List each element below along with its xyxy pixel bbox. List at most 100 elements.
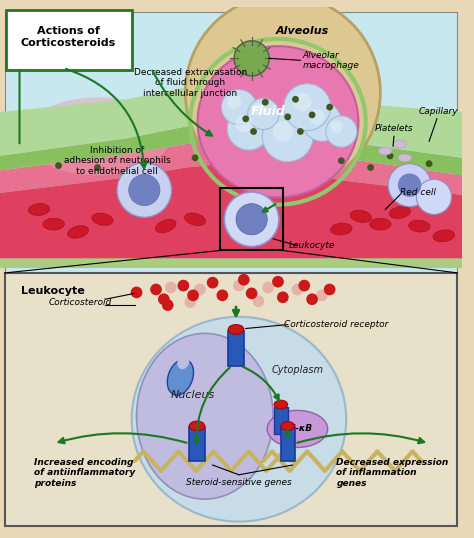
Bar	[220, 188, 283, 251]
Circle shape	[262, 99, 269, 105]
Ellipse shape	[433, 230, 455, 242]
Circle shape	[233, 280, 245, 292]
Circle shape	[207, 277, 219, 288]
Circle shape	[302, 102, 341, 141]
Circle shape	[94, 164, 101, 171]
Text: Platelets: Platelets	[374, 124, 413, 133]
Circle shape	[194, 284, 206, 295]
Circle shape	[221, 89, 256, 125]
Circle shape	[162, 299, 173, 311]
Circle shape	[299, 280, 310, 292]
Ellipse shape	[274, 400, 288, 409]
Text: Capillary: Capillary	[419, 108, 459, 117]
Text: Decreased expression
of inflammation
genes: Decreased expression of inflammation gen…	[337, 458, 449, 488]
Ellipse shape	[155, 220, 176, 233]
Circle shape	[235, 115, 252, 132]
Circle shape	[284, 84, 330, 131]
Ellipse shape	[228, 324, 244, 334]
Circle shape	[242, 115, 249, 122]
Text: Corticosteroid: Corticosteroid	[48, 298, 111, 307]
Ellipse shape	[281, 422, 294, 430]
Ellipse shape	[184, 213, 206, 225]
Text: Fluid: Fluid	[251, 105, 286, 118]
Circle shape	[388, 164, 431, 207]
Ellipse shape	[137, 334, 273, 499]
Circle shape	[330, 121, 343, 133]
Circle shape	[246, 287, 257, 299]
Circle shape	[250, 128, 257, 135]
Circle shape	[227, 107, 270, 150]
Ellipse shape	[331, 223, 352, 235]
Ellipse shape	[185, 0, 380, 190]
Circle shape	[284, 114, 291, 121]
Text: Inhibition of
adhesion of neutrophils
to endothelial cell: Inhibition of adhesion of neutrophils to…	[64, 146, 171, 175]
Circle shape	[426, 160, 432, 167]
Ellipse shape	[267, 410, 328, 448]
Circle shape	[292, 96, 299, 103]
Bar	[189, 427, 205, 461]
FancyBboxPatch shape	[6, 10, 132, 70]
Ellipse shape	[167, 359, 193, 395]
Circle shape	[238, 274, 250, 286]
Ellipse shape	[24, 97, 171, 175]
Polygon shape	[0, 140, 462, 195]
Circle shape	[367, 164, 374, 171]
Circle shape	[273, 122, 293, 141]
Ellipse shape	[389, 207, 410, 218]
Bar	[228, 331, 244, 365]
Ellipse shape	[189, 421, 205, 431]
Circle shape	[184, 296, 196, 308]
Circle shape	[338, 157, 345, 164]
Text: Alveolar
macrophage: Alveolar macrophage	[302, 51, 359, 70]
Circle shape	[227, 95, 241, 109]
Text: NF-κB: NF-κB	[283, 424, 312, 434]
Circle shape	[262, 111, 313, 162]
Ellipse shape	[378, 147, 392, 155]
Circle shape	[316, 289, 328, 301]
Circle shape	[55, 162, 62, 169]
Circle shape	[398, 173, 421, 197]
Circle shape	[143, 160, 150, 167]
Ellipse shape	[393, 140, 407, 148]
Circle shape	[150, 284, 162, 295]
Circle shape	[165, 282, 176, 293]
Circle shape	[324, 284, 336, 295]
Circle shape	[252, 103, 264, 115]
Ellipse shape	[409, 220, 430, 232]
Circle shape	[297, 128, 304, 135]
Text: Cytoplasm: Cytoplasm	[272, 365, 323, 376]
Circle shape	[187, 289, 199, 301]
Bar	[274, 407, 288, 434]
Circle shape	[417, 179, 452, 214]
Circle shape	[217, 289, 228, 301]
Text: Nucleus: Nucleus	[171, 390, 215, 400]
Circle shape	[177, 280, 189, 292]
Circle shape	[306, 293, 318, 305]
Circle shape	[309, 111, 316, 118]
Polygon shape	[0, 156, 462, 268]
Text: Increased encoding
of antiinflammatory
proteins: Increased encoding of antiinflammatory p…	[34, 458, 136, 488]
Ellipse shape	[43, 218, 64, 230]
Ellipse shape	[68, 225, 89, 238]
Circle shape	[234, 41, 269, 76]
Ellipse shape	[132, 317, 346, 521]
Ellipse shape	[198, 46, 358, 197]
Circle shape	[253, 295, 264, 307]
Circle shape	[131, 287, 142, 298]
Circle shape	[248, 98, 279, 130]
Circle shape	[293, 93, 312, 111]
Ellipse shape	[370, 218, 391, 230]
Bar	[5, 11, 457, 273]
Text: Leukocyte: Leukocyte	[21, 286, 85, 295]
Polygon shape	[0, 122, 462, 175]
Circle shape	[224, 192, 279, 246]
Circle shape	[117, 162, 172, 217]
Ellipse shape	[350, 210, 372, 222]
Circle shape	[326, 104, 333, 110]
Bar	[281, 427, 294, 461]
Circle shape	[326, 116, 357, 147]
Circle shape	[292, 284, 303, 295]
Text: Red cell: Red cell	[400, 188, 436, 197]
Polygon shape	[0, 164, 462, 258]
Bar	[5, 273, 457, 527]
